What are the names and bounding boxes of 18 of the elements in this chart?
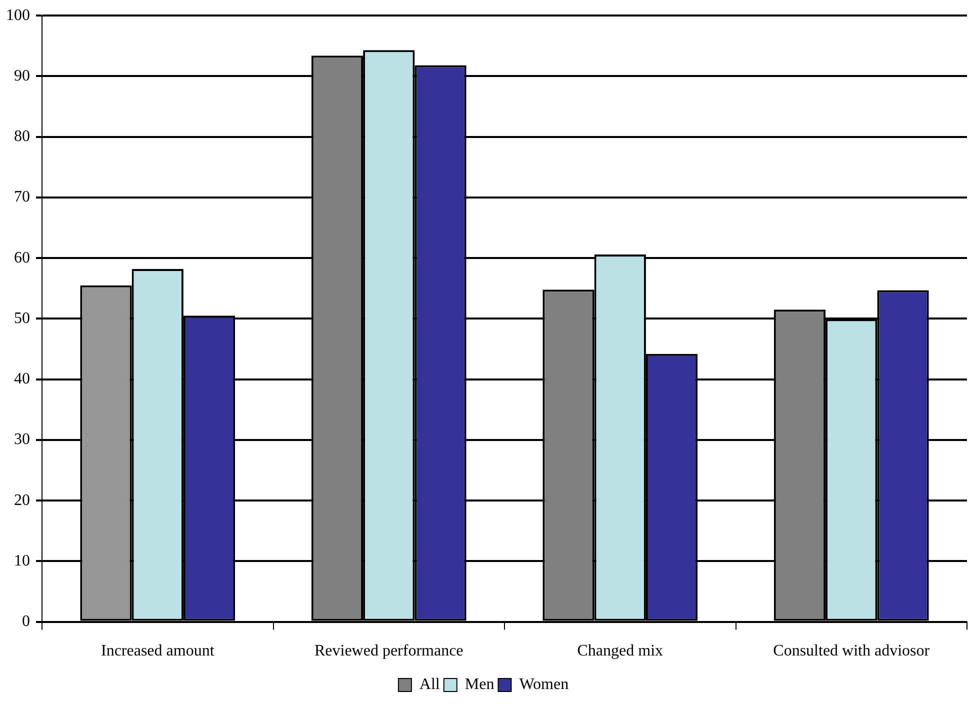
x-tick-label: Changed mix (577, 642, 664, 660)
y-tick-label: 80 (14, 128, 30, 146)
x-tick-label: Increased amount (100, 642, 215, 660)
legend-label: Men (464, 676, 494, 694)
x-tick-label: Reviewed performance (314, 642, 464, 660)
y-tick-label: 10 (14, 552, 30, 570)
y-tick-label: 90 (14, 67, 30, 84)
legend-label: Women (519, 676, 569, 694)
y-tick-label: 100 (6, 6, 30, 24)
y-tick-label: 40 (14, 370, 30, 388)
y-tick-label: 30 (14, 431, 30, 448)
x-tick-label: Consulted with adviosor (773, 642, 930, 660)
y-tick-label: 60 (14, 249, 30, 266)
y-tick-label: 0 (22, 613, 30, 630)
y-tick-label: 70 (14, 188, 30, 206)
y-tick-label: 20 (14, 492, 30, 509)
y-tick-label: 50 (14, 310, 30, 327)
legend-label: All (419, 676, 440, 694)
